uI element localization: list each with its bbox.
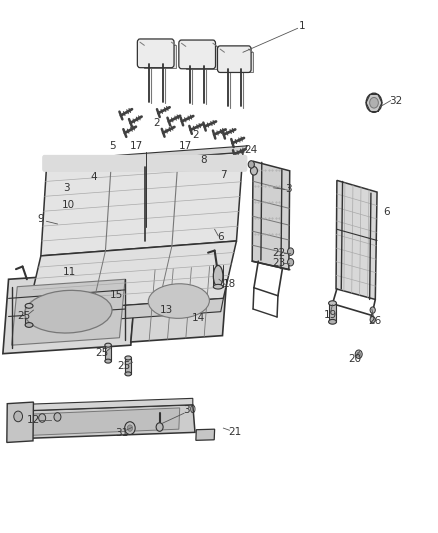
- Text: 18: 18: [223, 279, 236, 288]
- Text: 4: 4: [90, 172, 96, 182]
- Ellipse shape: [328, 301, 336, 305]
- Text: 5: 5: [109, 141, 115, 151]
- Text: 14: 14: [192, 312, 205, 322]
- Text: 19: 19: [324, 310, 337, 320]
- Ellipse shape: [213, 265, 223, 287]
- Polygon shape: [105, 345, 111, 361]
- Circle shape: [288, 248, 293, 255]
- Text: 17: 17: [178, 141, 191, 151]
- Circle shape: [366, 93, 382, 112]
- Circle shape: [251, 166, 258, 175]
- Text: 1: 1: [299, 21, 305, 31]
- Circle shape: [370, 98, 378, 108]
- Polygon shape: [25, 298, 223, 326]
- Polygon shape: [252, 161, 290, 270]
- Polygon shape: [12, 279, 125, 345]
- Ellipse shape: [328, 319, 336, 324]
- FancyBboxPatch shape: [179, 40, 215, 69]
- Circle shape: [370, 317, 375, 323]
- Text: 6: 6: [217, 232, 224, 243]
- Text: 30: 30: [183, 405, 196, 415]
- Text: 23: 23: [272, 259, 285, 268]
- Text: 10: 10: [62, 200, 75, 210]
- Text: 7: 7: [220, 170, 227, 180]
- Circle shape: [39, 414, 46, 422]
- Text: 24: 24: [244, 144, 258, 155]
- FancyBboxPatch shape: [138, 39, 174, 68]
- Text: 25: 25: [17, 311, 31, 321]
- Polygon shape: [196, 429, 215, 440]
- FancyBboxPatch shape: [42, 155, 247, 172]
- Polygon shape: [41, 152, 243, 256]
- Text: 32: 32: [390, 95, 403, 106]
- Polygon shape: [25, 306, 33, 325]
- Polygon shape: [186, 46, 217, 69]
- Polygon shape: [336, 180, 377, 300]
- Circle shape: [248, 161, 254, 168]
- Ellipse shape: [213, 285, 223, 289]
- Polygon shape: [14, 398, 193, 411]
- Polygon shape: [28, 241, 237, 312]
- Text: 11: 11: [63, 267, 76, 277]
- Polygon shape: [26, 408, 180, 435]
- Polygon shape: [224, 52, 253, 72]
- Polygon shape: [125, 358, 131, 374]
- Text: 25: 25: [95, 348, 109, 358]
- Polygon shape: [46, 146, 247, 166]
- Text: 2: 2: [153, 118, 159, 128]
- Text: 2: 2: [192, 130, 199, 140]
- Polygon shape: [3, 271, 137, 354]
- Polygon shape: [131, 265, 228, 342]
- Text: 8: 8: [201, 155, 207, 165]
- Text: 9: 9: [38, 214, 44, 224]
- Text: 15: 15: [110, 290, 123, 300]
- Circle shape: [357, 352, 360, 357]
- Ellipse shape: [105, 359, 111, 363]
- Circle shape: [156, 423, 163, 431]
- Ellipse shape: [125, 372, 131, 376]
- Text: 6: 6: [383, 207, 390, 217]
- FancyBboxPatch shape: [218, 46, 251, 72]
- Polygon shape: [14, 405, 195, 439]
- Text: 31: 31: [115, 429, 128, 439]
- Ellipse shape: [25, 303, 33, 308]
- Text: 3: 3: [286, 184, 292, 195]
- Text: 26: 26: [369, 316, 382, 326]
- Ellipse shape: [25, 322, 33, 327]
- Text: 21: 21: [228, 427, 241, 438]
- Circle shape: [127, 425, 133, 431]
- Circle shape: [355, 350, 362, 359]
- Text: 3: 3: [63, 183, 70, 193]
- Circle shape: [14, 411, 22, 422]
- Text: 22: 22: [272, 248, 285, 257]
- Circle shape: [288, 259, 293, 266]
- Circle shape: [125, 422, 135, 434]
- Ellipse shape: [125, 356, 131, 360]
- Text: 20: 20: [348, 354, 361, 364]
- Ellipse shape: [148, 284, 209, 318]
- Text: 13: 13: [160, 305, 173, 315]
- Circle shape: [370, 307, 375, 313]
- Polygon shape: [145, 45, 176, 68]
- Circle shape: [54, 413, 61, 421]
- Ellipse shape: [105, 343, 111, 347]
- Polygon shape: [7, 402, 33, 442]
- Text: 25: 25: [117, 361, 131, 372]
- Ellipse shape: [25, 290, 112, 333]
- Polygon shape: [328, 303, 336, 322]
- Text: 12: 12: [27, 415, 40, 425]
- Text: 17: 17: [129, 141, 143, 151]
